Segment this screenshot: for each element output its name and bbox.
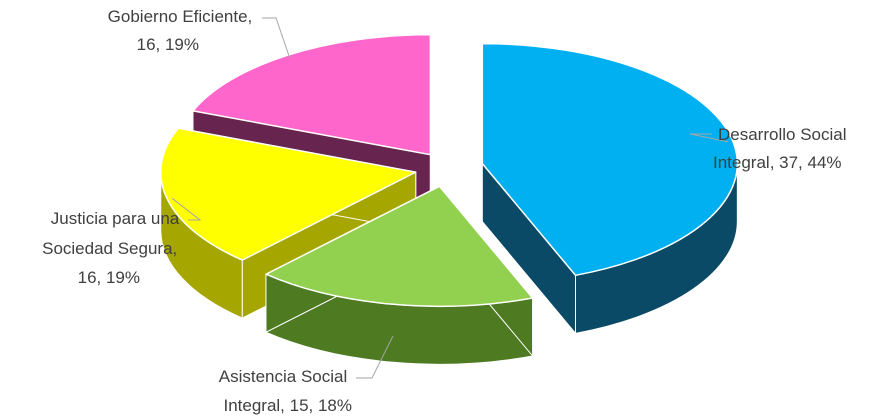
pie-slice-desarrollo-social-integral [481,42,739,277]
leader-line-asistencia-social-integral [356,335,394,379]
pie-tops [160,33,739,308]
label-gobierno: Gobierno Eficiente, 16, 19% [108,7,257,54]
label-gobierno-line1: Gobierno Eficiente, [108,7,253,26]
pie-slice-justicia-para-una-sociedad-segura [160,127,417,261]
label-justicia-line3: 16, 19% [78,268,140,287]
label-desarrollo-line2: Integral, 37, 44% [713,153,842,172]
pie-slice-asistencia-social-integral [265,185,534,308]
leader-lines [171,17,728,379]
label-desarrollo-social: Desarrollo Social Integral, 37, 44% [713,125,851,172]
label-asistencia-line2: Integral, 15, 18% [223,396,352,415]
label-gobierno-line2: 16, 19% [137,35,199,54]
label-justicia-line2: Sociedad Segura, [42,239,177,258]
label-justicia-line1: Justicia para una [51,209,180,228]
label-justicia: Justicia para una Sociedad Segura, 16, 1… [42,209,184,287]
label-asistencia-social: Asistencia Social Integral, 15, 18% [219,367,352,415]
label-asistencia-line1: Asistencia Social [219,367,348,386]
leader-line-desarrollo-social-integral [689,133,728,143]
leader-line-gobierno-eficiente [262,17,291,58]
leader-line-justicia-para-una-sociedad-segura [171,197,202,221]
label-desarrollo-line1: Desarrollo Social [718,125,847,144]
pie-slice-gobierno-eficiente [192,33,432,156]
